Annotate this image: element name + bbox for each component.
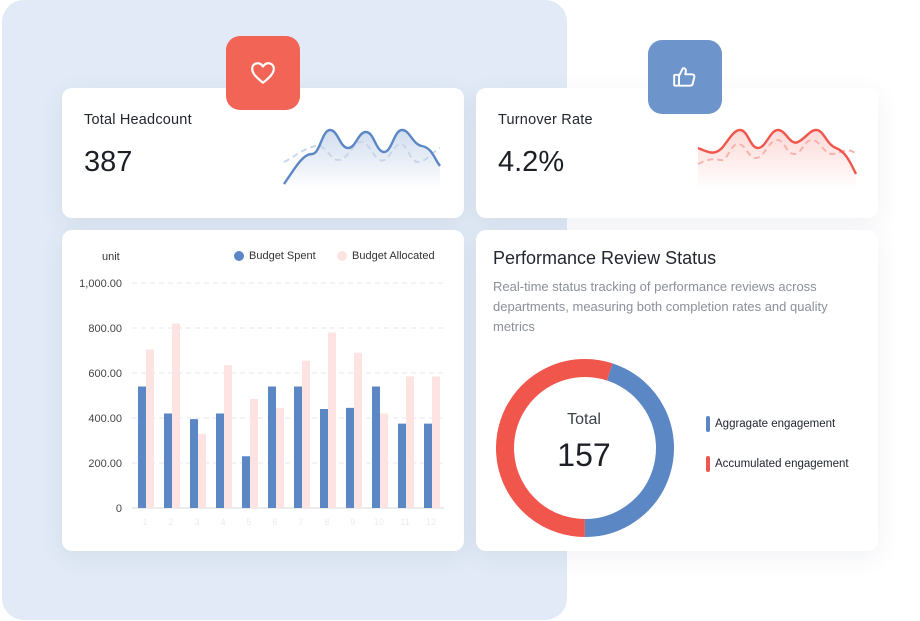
bar-budget-allocated[interactable] bbox=[276, 407, 284, 508]
legend-label-allocated: Budget Allocated bbox=[352, 250, 435, 262]
x-tick-label: 4 bbox=[220, 517, 225, 527]
bar-budget-allocated[interactable] bbox=[172, 323, 180, 509]
bar-budget-allocated[interactable] bbox=[250, 398, 258, 508]
y-tick-label: 0 bbox=[116, 503, 122, 515]
thumbs-up-icon bbox=[673, 67, 696, 87]
bar-budget-spent[interactable] bbox=[138, 386, 146, 509]
legend-accumulated-engagement[interactable]: Accumulated engagement bbox=[706, 456, 849, 472]
headcount-label: Total Headcount bbox=[84, 112, 192, 128]
engagement-donut-chart bbox=[490, 353, 680, 543]
bar-budget-spent[interactable] bbox=[346, 407, 354, 508]
donut-total-value: 157 bbox=[557, 437, 611, 473]
heart-icon bbox=[251, 62, 275, 84]
legend-budget-spent[interactable]: Budget Spent bbox=[234, 250, 316, 262]
bar-budget-spent[interactable] bbox=[398, 423, 406, 508]
donut-segment-aggragate[interactable] bbox=[490, 353, 680, 543]
y-axis-unit-label: unit bbox=[102, 251, 120, 263]
legend-dot-allocated bbox=[337, 251, 347, 261]
legend-label-accumulated: Accumulated engagement bbox=[715, 458, 849, 470]
headcount-value: 387 bbox=[84, 146, 133, 178]
bar-budget-allocated[interactable] bbox=[198, 433, 206, 508]
bar-budget-spent[interactable] bbox=[424, 423, 432, 508]
y-tick-label: 600.00 bbox=[88, 368, 122, 380]
turnover-card[interactable]: Turnover Rate 4.2% bbox=[476, 88, 878, 218]
bar-budget-allocated[interactable] bbox=[432, 376, 440, 508]
bar-budget-spent[interactable] bbox=[242, 456, 250, 508]
heart-badge bbox=[226, 36, 300, 110]
performance-description: Real-time status tracking of performance… bbox=[493, 279, 828, 334]
thumbs-up-badge bbox=[648, 40, 722, 114]
bar-budget-spent[interactable] bbox=[268, 386, 276, 509]
x-tick-label: 8 bbox=[324, 517, 329, 527]
y-tick-label: 200.00 bbox=[88, 458, 122, 470]
y-tick-label: 400.00 bbox=[88, 413, 122, 425]
bar-budget-spent[interactable] bbox=[294, 386, 302, 509]
bar-budget-spent[interactable] bbox=[190, 419, 198, 508]
bar-budget-allocated[interactable] bbox=[406, 376, 414, 508]
x-tick-label: 7 bbox=[298, 517, 303, 527]
turnover-label: Turnover Rate bbox=[498, 112, 593, 128]
legend-label-spent: Budget Spent bbox=[249, 250, 316, 262]
legend-dot-spent bbox=[234, 251, 244, 261]
bar-budget-allocated[interactable] bbox=[302, 360, 310, 508]
bar-budget-allocated[interactable] bbox=[224, 365, 232, 508]
bar-budget-allocated[interactable] bbox=[146, 349, 154, 508]
bar-budget-spent[interactable] bbox=[320, 409, 328, 508]
legend-budget-allocated[interactable]: Budget Allocated bbox=[337, 250, 435, 262]
x-tick-label: 2 bbox=[168, 517, 173, 527]
legend-aggragate-engagement[interactable]: Aggragate engagement bbox=[706, 416, 835, 432]
bar-budget-allocated[interactable] bbox=[328, 332, 336, 509]
performance-card[interactable]: Performance Review Status Real-time stat… bbox=[476, 230, 878, 551]
bar-budget-spent[interactable] bbox=[164, 413, 172, 509]
x-tick-label: 12 bbox=[426, 517, 436, 527]
bar-budget-allocated[interactable] bbox=[380, 413, 388, 509]
x-tick-label: 3 bbox=[194, 517, 199, 527]
x-tick-label: 11 bbox=[400, 517, 409, 527]
x-tick-label: 6 bbox=[272, 517, 277, 527]
turnover-value: 4.2% bbox=[498, 146, 565, 178]
legend-swatch-accumulated bbox=[706, 456, 710, 472]
x-tick-label: 5 bbox=[246, 517, 251, 527]
donut-total-label: Total bbox=[567, 411, 601, 428]
legend-swatch-aggragate bbox=[706, 416, 710, 432]
x-tick-label: 1 bbox=[142, 517, 147, 527]
budget-chart-card[interactable]: unit Budget Spent Budget Allocated 0 200.… bbox=[62, 230, 464, 551]
y-tick-label: 1,000.00 bbox=[79, 278, 122, 290]
x-tick-label: 10 bbox=[374, 517, 384, 527]
y-tick-label: 800.00 bbox=[88, 323, 122, 335]
bar-budget-allocated[interactable] bbox=[354, 352, 362, 508]
bar-budget-spent[interactable] bbox=[372, 386, 380, 509]
bar-budget-spent[interactable] bbox=[216, 413, 224, 509]
headcount-sparkline bbox=[283, 128, 441, 190]
turnover-sparkline bbox=[697, 128, 858, 190]
x-tick-label: 9 bbox=[350, 517, 355, 527]
performance-title: Performance Review Status bbox=[493, 248, 717, 268]
legend-label-aggragate: Aggragate engagement bbox=[715, 418, 836, 430]
